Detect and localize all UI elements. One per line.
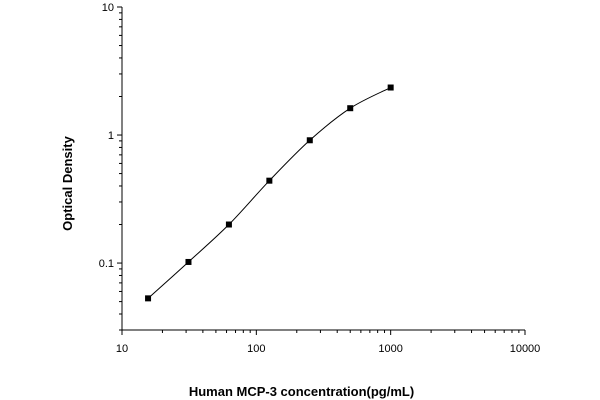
x-tick-label: 100 [247,343,265,355]
x-axis-title: Human MCP-3 concentration(pg/mL) [189,384,414,399]
x-tick-label: 10 [116,343,128,355]
data-point [306,137,313,144]
tick-labels: 10 100 1000 10000 0.1 1 10 [99,2,541,355]
data-point [347,105,354,112]
y-tick-label: 0.1 [99,258,114,270]
x-tick-label: 10000 [510,343,541,355]
plot-area [145,84,394,302]
y-axis-title: Optical Density [60,135,75,230]
axes [117,6,526,335]
data-point [225,221,232,228]
data-point [266,177,273,184]
x-tick-label: 1000 [378,343,402,355]
y-tick-label: 1 [108,130,114,142]
data-point [145,295,152,302]
y-tick-label: 10 [102,2,114,14]
data-point [387,84,394,91]
data-point [185,258,192,265]
fit-curve [147,87,391,299]
